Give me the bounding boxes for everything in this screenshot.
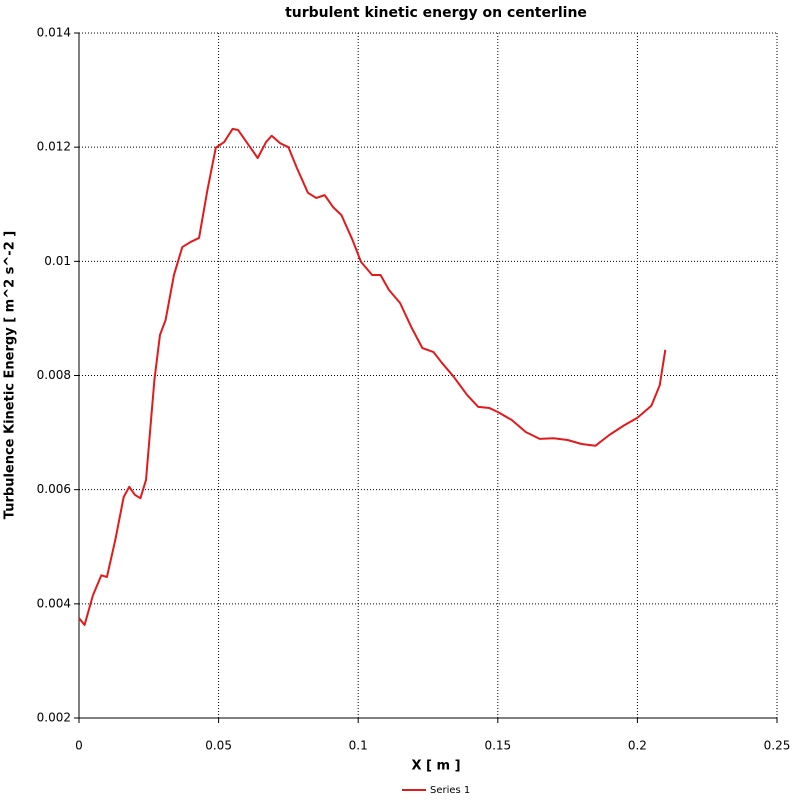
y-tick-label: 0.002 [37,711,71,725]
y-tick-label: 0.01 [44,254,71,268]
y-tick-label: 0.004 [37,596,71,610]
x-tick-label: 0.25 [764,739,791,753]
x-tick-label: 0.2 [628,739,647,753]
x-tick-label: 0 [75,739,83,753]
x-tick-label: 0.1 [349,739,368,753]
y-tick-label: 0.012 [37,140,71,154]
y-tick-label: 0.006 [37,482,71,496]
legend-label: Series 1 [430,785,470,796]
chart-title: turbulent kinetic energy on centerline [285,5,587,21]
x-axis-label: X [ m ] [411,759,460,774]
y-tick-label: 0.014 [37,26,71,40]
y-tick-label: 0.008 [37,368,71,382]
x-tick-label: 0.05 [205,739,232,753]
x-tick-label: 0.15 [484,739,511,753]
y-axis-label: Turbulence Kinetic Energy [ m^2 s^-2 ] [3,231,18,519]
line [78,127,667,626]
